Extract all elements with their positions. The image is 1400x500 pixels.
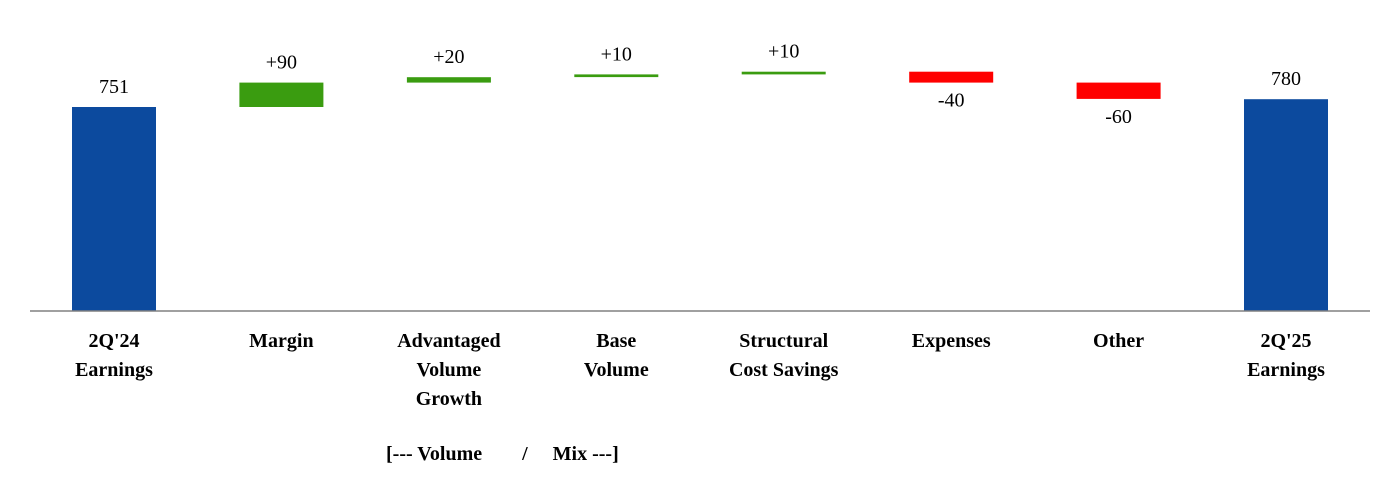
bar-5 — [909, 71, 994, 83]
bar-3 — [574, 74, 659, 78]
value-label-2: +20 — [433, 46, 464, 68]
value-label-5: -40 — [938, 90, 965, 112]
value-label-4: +10 — [768, 41, 799, 63]
category-label-0: 2Q'24 Earnings — [75, 330, 153, 381]
value-label-6: -60 — [1105, 106, 1132, 128]
value-label-1: +90 — [266, 52, 297, 74]
category-label-3: Base Volume — [584, 330, 649, 381]
value-label-0: 751 — [99, 76, 129, 98]
category-label-7: 2Q'25 Earnings — [1247, 330, 1325, 381]
value-label-3: +10 — [601, 43, 632, 65]
category-labels-group: 2Q'24 Earnings Margin Advantaged Volume Growt… — [75, 330, 1325, 410]
bar-0 — [72, 107, 156, 311]
value-labels-group: 751 +90 +20 +10 +10 -40 -60 780 — [99, 41, 1301, 128]
bar-2 — [406, 77, 491, 83]
category-label-6: Other — [1093, 330, 1144, 352]
bar-4 — [741, 71, 826, 75]
bar-7 — [1244, 99, 1328, 311]
bar-6 — [1076, 82, 1161, 99]
value-label-7: 780 — [1271, 68, 1301, 90]
bars-group — [72, 71, 1328, 311]
category-label-2: Advantaged Volume Growth — [397, 330, 500, 410]
volume-mix-annotation: [--- Volume / Mix ---] — [386, 443, 619, 465]
bar-1 — [239, 82, 324, 107]
category-label-5: Expenses — [912, 330, 991, 352]
category-label-1: Margin — [249, 330, 313, 352]
category-label-4: Structural Cost Savings — [729, 330, 839, 381]
